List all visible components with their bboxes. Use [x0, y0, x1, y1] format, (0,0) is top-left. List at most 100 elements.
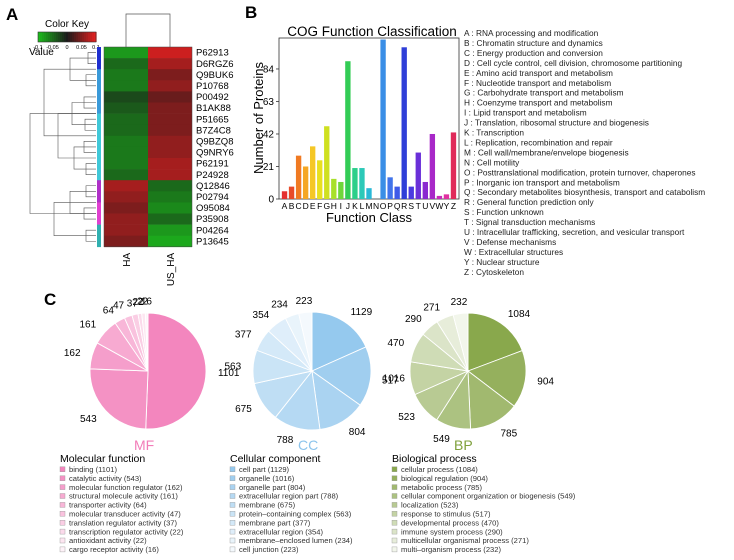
cog-legend-entry: C : Energy production and conversion — [464, 48, 603, 58]
bp-pie-slice — [467, 370, 515, 430]
mf-slice-label: 22 — [133, 297, 145, 308]
bar-S — [408, 186, 414, 199]
x-tick-label: H — [331, 201, 337, 211]
cog-legend-entry: A : RNA processing and modification — [464, 28, 599, 38]
x-tick-label: G — [323, 201, 330, 211]
heatmap-cell — [148, 58, 192, 70]
heatmap-column-label: HA — [122, 252, 133, 266]
mf-legend-entry: binding (1101) — [69, 465, 117, 474]
bar-V — [429, 133, 436, 199]
x-tick-label: F — [317, 201, 322, 211]
mf-pie-slice — [89, 368, 149, 430]
bp-abbreviation: BP — [454, 437, 473, 453]
cc-legend-entry: protein–containing complex (563) — [239, 510, 352, 519]
cc-slice-label: 675 — [235, 404, 252, 415]
cog-legend-entry: S : Function unknown — [464, 207, 544, 217]
heatmap-cell — [148, 47, 192, 59]
mf-legend-swatch — [59, 475, 66, 481]
color-key-swatch — [78, 32, 81, 42]
cog-legend-entry: U : Intracellular trafficking, secretion… — [464, 227, 685, 237]
heatmap-row-label: O95084 — [196, 203, 230, 214]
cog-legend-entry: M : Cell wall/membrane/envelope biogenes… — [464, 147, 629, 157]
cc-slice-label: 1016 — [383, 373, 406, 384]
mf-legend-entry: antioxidant activity (22) — [69, 536, 147, 545]
x-tick-label: J — [346, 201, 350, 211]
color-key-swatch — [50, 32, 53, 42]
heatmap-cell — [148, 158, 192, 170]
bp-legend-entry: multicellular organismal process (271) — [401, 536, 529, 545]
bar-R — [401, 47, 407, 200]
bar-Z — [450, 132, 457, 199]
bp-legend-entry: response to stimulus (517) — [401, 510, 491, 519]
bar-G — [324, 126, 330, 199]
heatmap-row-label: P10768 — [196, 81, 229, 92]
row-group-bar — [97, 158, 101, 170]
column-dendrogram — [125, 13, 171, 47]
bar-H — [331, 178, 337, 199]
bp-legend-swatch — [391, 546, 398, 553]
x-tick-label: I — [340, 201, 342, 211]
color-key-tick: 0.05 — [76, 45, 87, 51]
chart-title: COG Function Classification — [287, 24, 457, 39]
color-key-tick: 0.1 — [92, 45, 100, 51]
heatmap-cell — [148, 146, 192, 159]
color-key-swatch — [76, 32, 79, 42]
row-group-bar — [97, 47, 101, 59]
heatmap-cell — [104, 158, 148, 170]
bar-F — [317, 160, 323, 199]
mf-legend-swatch — [59, 493, 66, 499]
bp-slice-label: 470 — [387, 338, 404, 349]
color-key-swatch — [44, 32, 47, 42]
mf-pie-slice — [144, 312, 149, 372]
bar-E — [310, 146, 316, 199]
bar-I — [338, 181, 344, 199]
heatmap-cell — [104, 58, 148, 70]
cc-slice-label: 234 — [271, 300, 288, 311]
x-tick-label: Y — [444, 201, 450, 211]
bar-O — [380, 39, 386, 199]
color-key-swatch — [74, 32, 77, 42]
bar-D — [302, 166, 309, 199]
bar-B — [288, 186, 295, 199]
heatmap-cell — [104, 213, 148, 225]
bp-legend-swatch — [391, 502, 398, 508]
cc-slice-label: 354 — [253, 310, 270, 321]
mf-legend-entry: catalytic activity (543) — [69, 474, 142, 483]
row-group-bar — [97, 69, 101, 81]
x-tick-label: E — [310, 201, 316, 211]
heatmap-row-label: P13645 — [196, 236, 229, 247]
cog-legend-entry: I : Lipid transport and metabolism — [464, 108, 587, 118]
bp-legend-swatch — [391, 475, 398, 481]
heatmap-cell — [148, 180, 192, 192]
bar-P — [387, 177, 393, 199]
cc-legend-entry: organelle part (804) — [239, 483, 306, 492]
x-tick-label: P — [387, 201, 393, 211]
bar-Q — [394, 186, 400, 199]
cc-slice-label: 377 — [235, 329, 252, 340]
cc-abbreviation: CC — [298, 437, 318, 453]
heatmap-cell — [104, 69, 148, 81]
row-group-bar — [97, 235, 101, 248]
color-key-frame — [37, 31, 97, 43]
color-key-swatch — [48, 32, 51, 42]
mf-legend-entry: translation regulator activity (37) — [69, 518, 178, 527]
x-tick-label: K — [352, 201, 358, 211]
mf-slice-label: 64 — [103, 305, 115, 316]
color-key-swatch — [66, 32, 69, 42]
heatmap-cell — [104, 180, 148, 192]
mf-legend-swatch — [59, 528, 66, 535]
mf-legend-entry: molecular transducer activity (47) — [69, 510, 181, 519]
bp-slice-label: 904 — [537, 377, 554, 388]
cog-legend-entry: L : Replication, recombination and repai… — [464, 137, 613, 147]
row-group-bar — [97, 202, 101, 214]
row-group-bar — [97, 91, 101, 103]
x-tick-label: N — [373, 201, 379, 211]
row-dendrogram-link — [43, 68, 96, 137]
heatmap-cell — [148, 202, 192, 214]
heatmap-row-label: P00492 — [196, 92, 229, 103]
color-key-swatch — [54, 32, 57, 42]
heatmap-row-label: Q9BZQ8 — [196, 136, 234, 147]
color-key-swatch — [68, 32, 71, 42]
heatmap-cell — [104, 224, 148, 236]
